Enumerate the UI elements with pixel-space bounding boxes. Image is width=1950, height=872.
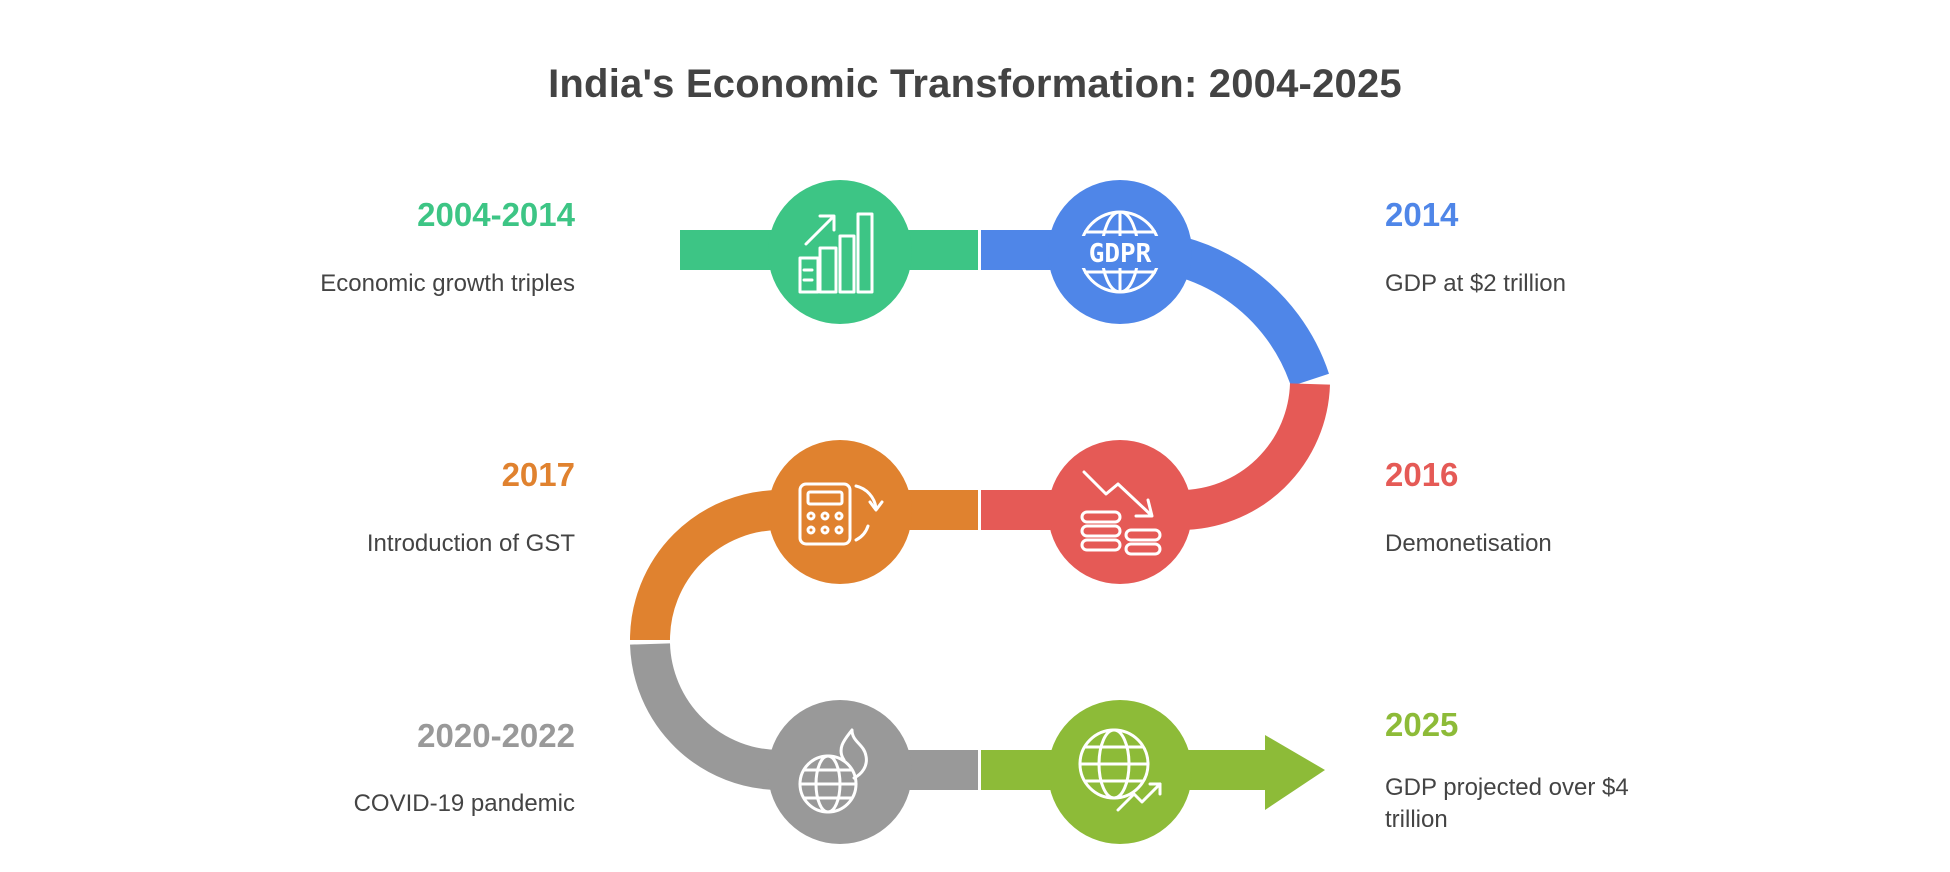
timeline-path [630,229,1330,790]
milestone-text-2017: Introduction of GST [366,530,575,557]
milestone-text-2014: GDP at $2 trillion [1385,270,1566,297]
path-segment-gray [630,642,978,790]
milestone-text-2004-2014: Economic growth triples [320,270,575,297]
milestone-year-2017: 2017 [501,456,575,493]
milestone-text-2020-2022: COVID-19 pandemic [353,790,575,817]
node-circle-2025 [1048,700,1192,844]
node-circle-2016 [1048,440,1192,584]
falling-coins-icon [1080,470,1162,556]
page-title: India's Economic Transformation: 2004-20… [548,62,1402,106]
path-segment-red [981,382,1330,530]
milestone-year-2016: 2016 [1385,456,1459,493]
gdpr-globe-icon: GDPR [1074,210,1166,294]
globe-growth-icon [1078,728,1162,812]
milestone-year-2020-2022: 2020-2022 [417,717,575,754]
milestone-text-2025: GDP projected over $4 trillion [1385,774,1629,833]
gdpr-icon-text: GDPR [1089,239,1152,269]
milestone-year-2025: 2025 [1385,706,1459,743]
arrow-head [1265,735,1325,810]
growth-chart-icon [798,212,874,294]
milestone-year-2014: 2014 [1385,196,1459,233]
milestone-year-2004-2014: 2004-2014 [417,196,575,233]
path-segment-orange [630,490,978,641]
calculator-refresh-icon [798,482,884,546]
globe-fire-icon [798,728,868,814]
milestone-text-2016: Demonetisation [1385,530,1552,557]
